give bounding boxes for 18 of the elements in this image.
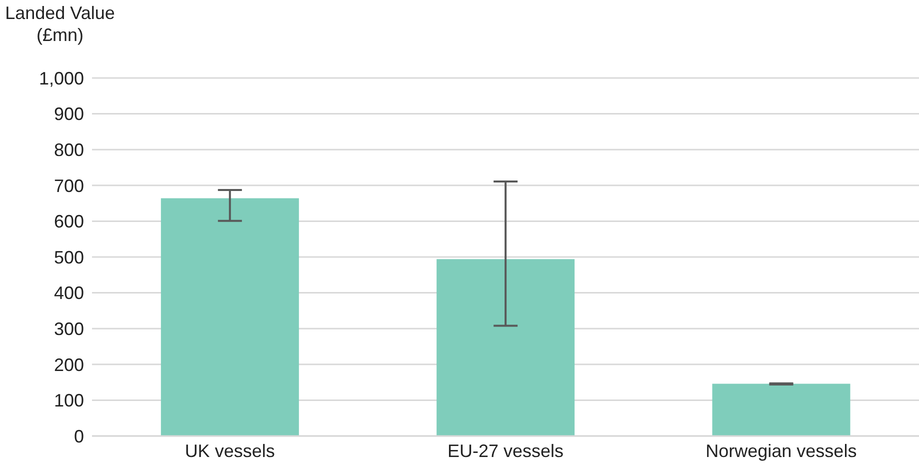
x-tick-label: Norwegian vessels <box>706 440 857 461</box>
y-tick-label: 1,000 <box>38 68 84 88</box>
y-tick-label: 100 <box>54 390 84 411</box>
y-tick-label: 900 <box>54 104 84 124</box>
x-tick-label: EU-27 vessels <box>447 440 564 461</box>
y-tick-label: 400 <box>54 283 84 304</box>
y-tick-label: 600 <box>54 212 84 232</box>
y-tick-label: 200 <box>54 354 84 375</box>
x-tick-label: UK vessels <box>184 440 275 461</box>
y-tick-label: 300 <box>54 318 84 339</box>
y-tick-label: 0 <box>74 426 84 446</box>
y-tick-label: 800 <box>54 140 84 160</box>
bar <box>712 384 850 436</box>
y-tick-label: 700 <box>54 176 84 196</box>
bar <box>436 259 575 436</box>
y-tick-label: 500 <box>54 247 84 268</box>
bar <box>160 198 299 436</box>
y-axis-title: Landed Value (£mn) <box>4 2 116 46</box>
